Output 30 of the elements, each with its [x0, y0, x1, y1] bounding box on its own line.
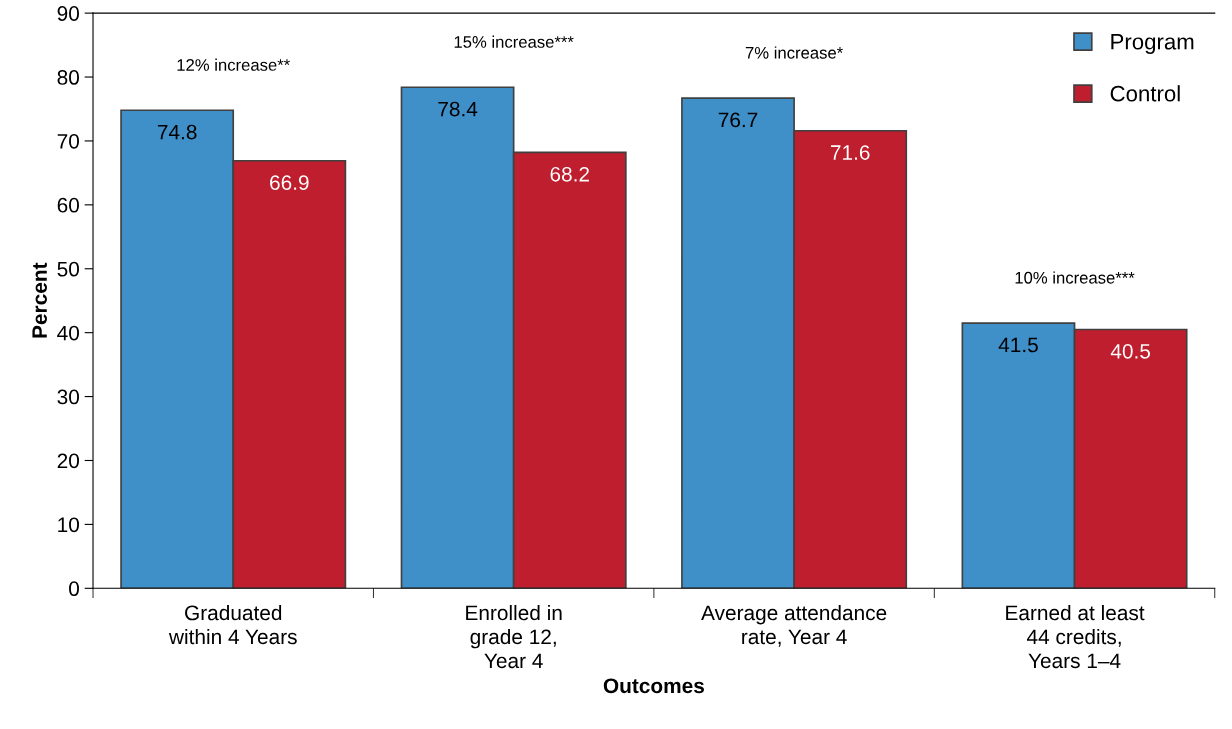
legend-label: Program	[1111, 34, 1194, 54]
legend-label: Control	[1110, 85, 1180, 102]
y-tick-label: 80	[57, 70, 80, 85]
data-label: 68.2	[550, 166, 589, 182]
annotation: 12% increase**	[177, 58, 290, 71]
data-label: 74.8	[157, 124, 197, 140]
annotation: 10% increase***	[1015, 271, 1135, 284]
y-axis-title: Percent	[32, 262, 47, 338]
y-tick-label: 10	[58, 517, 80, 533]
x-tick-label: Graduated within 4 Years	[168, 604, 297, 645]
y-tick-label: 40	[57, 325, 80, 341]
data-label: 40.5	[1110, 343, 1151, 359]
y-tick-label: 20	[57, 453, 80, 469]
data-label: 41.5	[998, 337, 1038, 353]
y-tick-label: 60	[57, 197, 80, 213]
data-label: 78.4	[438, 101, 478, 117]
data-label: 66.9	[270, 175, 309, 190]
y-tick-label: 90	[57, 6, 80, 21]
annotation: 7% increase*	[745, 46, 843, 59]
x-tick-label: Average attendance rate, Year 4	[701, 604, 887, 647]
x-tick-label: Enrolled in grade 12, Year 4	[466, 604, 562, 669]
data-label: 71.6	[830, 145, 870, 160]
y-tick-label: 50	[57, 261, 80, 277]
annotation: 15% increase***	[454, 35, 574, 48]
y-tick-label: 70	[57, 133, 80, 149]
y-tick-label: 0	[69, 581, 80, 597]
x-tick-label: Earned at least 44 credits, Years 1–4	[1006, 604, 1145, 669]
data-label: 76.7	[718, 112, 758, 128]
x-axis-title: Outcomes	[603, 678, 704, 694]
y-tick-label: 30	[57, 389, 80, 405]
